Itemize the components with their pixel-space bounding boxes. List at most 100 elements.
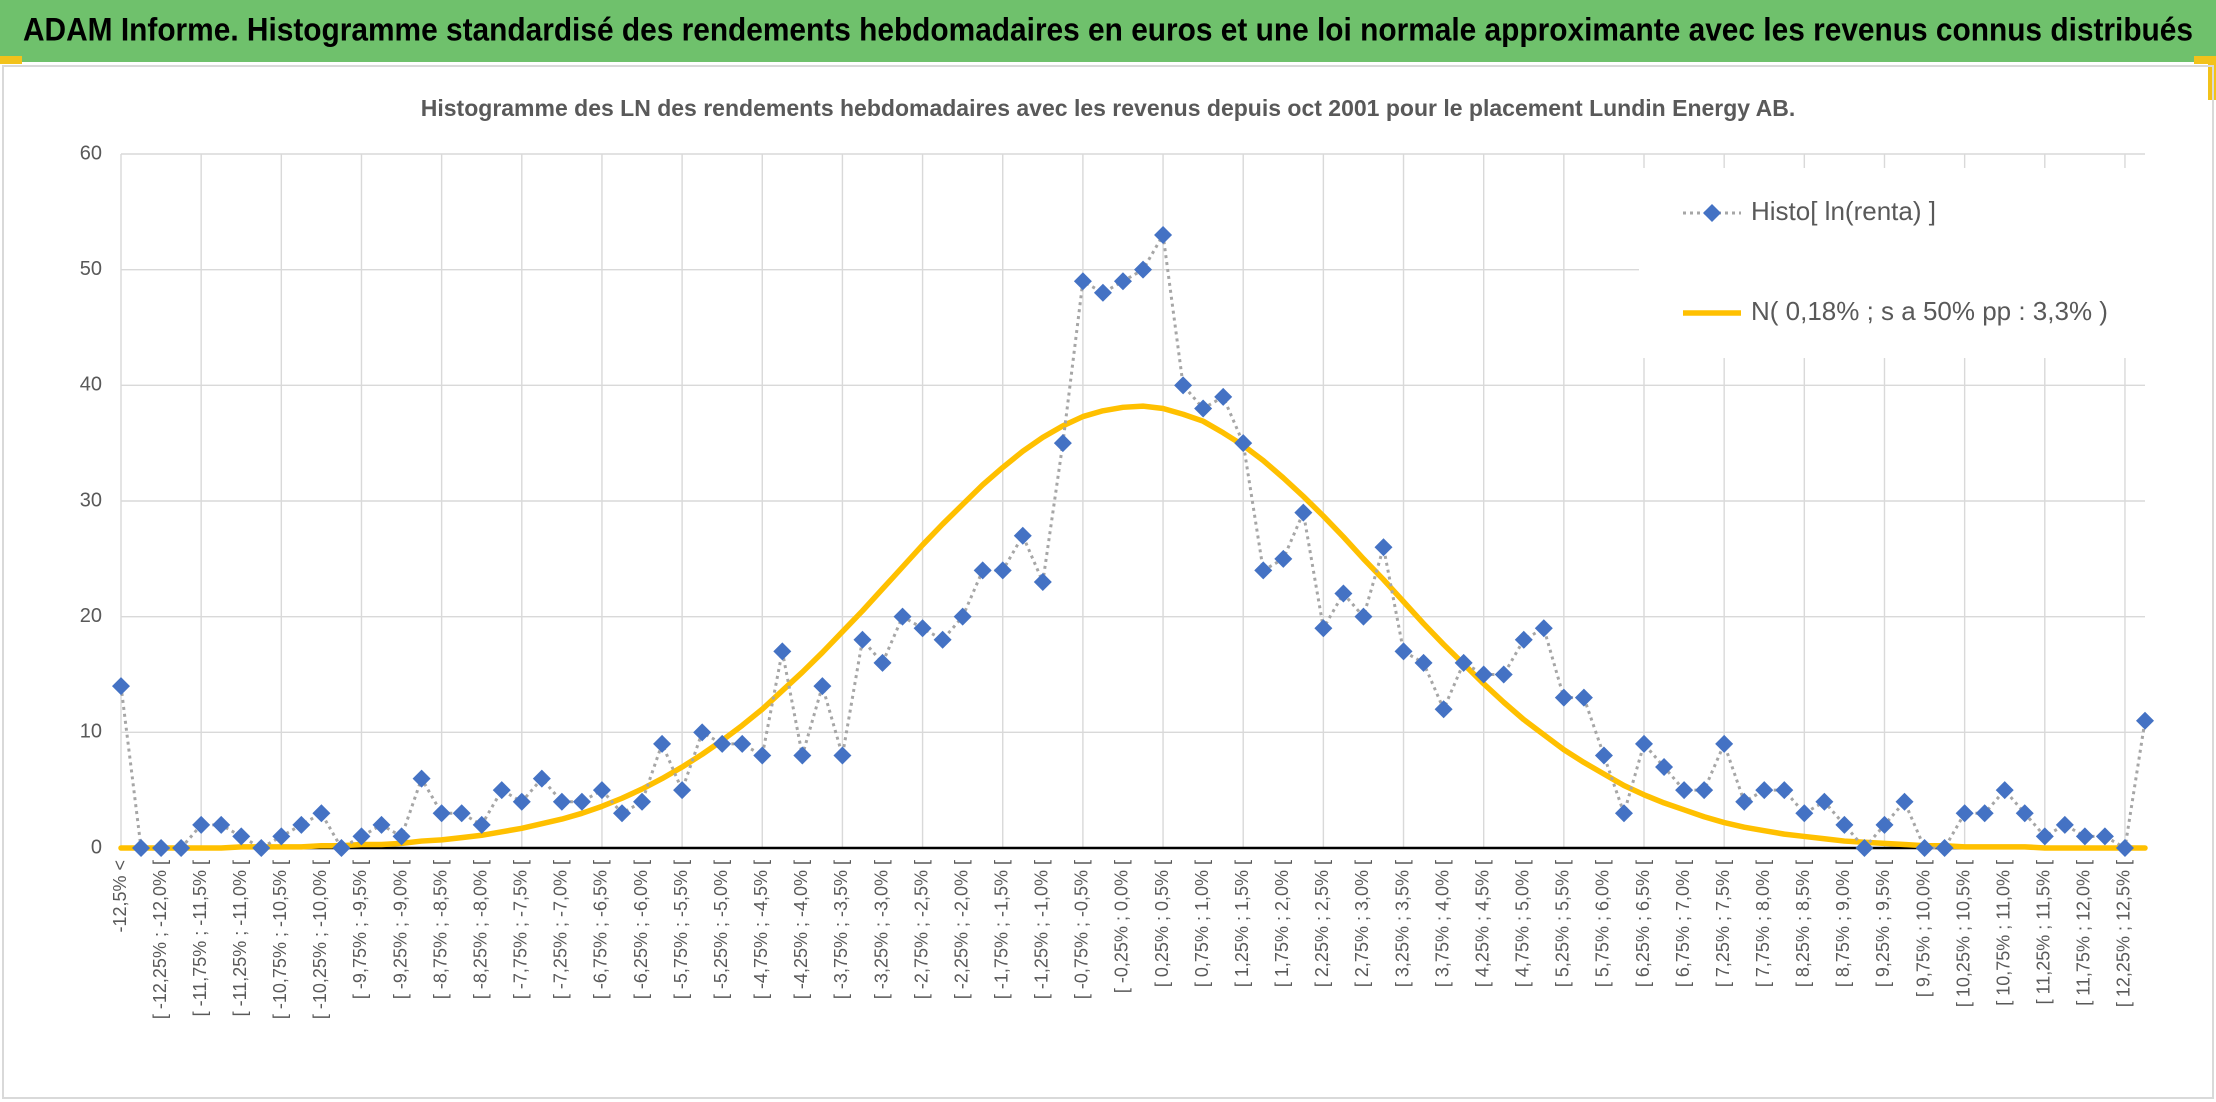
x-tick-label: [ -7,25% ; -7,0% [ [551, 860, 571, 999]
data-point [1053, 434, 1072, 453]
x-tick-label: [ 7,75% ; 8,0% [ [1753, 860, 1773, 987]
data-point [1635, 734, 1654, 753]
x-tick-label: [ -2,75% ; -2,5% [ [911, 860, 931, 999]
data-point [372, 815, 391, 834]
x-tick-label: [ 5,25% ; 5,5% [ [1553, 860, 1573, 987]
data-point [1975, 804, 1994, 823]
data-point [1935, 839, 1954, 857]
data-point [733, 734, 752, 753]
data-point [1234, 434, 1253, 453]
x-tick-label: [ 10,25% ; 10,5% [ [1953, 860, 1973, 1007]
x-tick-label: [ -10,25% ; -10,0% [ [310, 860, 330, 1019]
x-tick-label: [ -0,25% ; 0,0% [ [1112, 860, 1132, 993]
x-tick-label: [ -9,25% ; -9,0% [ [390, 860, 410, 999]
x-tick-label: [ -0,75% ; -0,5% [ [1072, 860, 1092, 999]
x-tick-label: [ 4,25% ; 4,5% [ [1472, 860, 1492, 987]
data-point [1895, 792, 1914, 811]
data-point [1454, 653, 1473, 672]
corner-accent [2194, 56, 2216, 64]
data-point [1675, 781, 1694, 800]
data-point [172, 839, 191, 857]
x-tick-label: [ 3,75% ; 4,0% [ [1432, 860, 1452, 987]
x-tick-label: [ 0,25% ; 0,5% [ [1152, 860, 1172, 987]
data-point [432, 804, 451, 823]
data-point [252, 839, 271, 857]
x-tick-label: [ 12,25% ; 12,5% [ [2114, 860, 2134, 1007]
data-point [1835, 815, 1854, 834]
data-point [1715, 734, 1734, 753]
data-point [953, 607, 972, 626]
x-tick-label: [ 11,25% ; 11,5% [ [2034, 860, 2054, 1004]
x-tick-label: [ -6,25% ; -6,0% [ [631, 860, 651, 999]
data-point [813, 677, 832, 696]
data-point [1194, 399, 1213, 418]
data-point [2015, 804, 2034, 823]
data-point [1154, 225, 1173, 244]
legend-marker [1703, 204, 1721, 222]
data-point [1474, 665, 1493, 684]
data-point [1093, 283, 1112, 302]
data-point [272, 827, 291, 846]
data-point [1514, 630, 1533, 649]
data-point [312, 804, 331, 823]
x-tick-label: [ 10,75% ; 11,0% [ [1993, 860, 2013, 1006]
x-tick-label: [ -1,25% ; -1,0% [ [1032, 860, 1052, 999]
data-point [673, 781, 692, 800]
data-point [993, 561, 1012, 580]
data-point [1254, 561, 1273, 580]
data-point [1554, 688, 1573, 707]
x-tick-label: [ 5,75% ; 6,0% [ [1593, 860, 1613, 987]
data-point [1134, 260, 1153, 279]
data-point [2095, 827, 2114, 846]
legend-label: N( 0,18% ; s a 50% pp : 3,3% ) [1751, 296, 2108, 326]
x-tick-label: [ 4,75% ; 5,0% [ [1513, 860, 1533, 987]
legend-label: Histo[ ln(renta) ] [1751, 196, 1936, 226]
data-point [773, 642, 792, 661]
data-point [292, 815, 311, 834]
x-tick-label: [ 6,75% ; 7,0% [ [1673, 860, 1693, 987]
data-point [492, 781, 511, 800]
data-point [753, 746, 772, 765]
x-tick-label: [ -9,75% ; -9,5% [ [350, 860, 370, 999]
y-tick-label: 60 [80, 142, 102, 164]
x-tick-label: [ 0,75% ; 1,0% [ [1192, 860, 1212, 987]
corner-accent [0, 56, 22, 64]
data-point [1995, 781, 2014, 800]
x-tick-label: [ -10,75% ; -10,5% [ [270, 860, 290, 1019]
header-bar [0, 0, 2216, 62]
data-point [1314, 619, 1333, 638]
data-point [713, 734, 732, 753]
x-tick-label: [ 1,75% ; 2,0% [ [1272, 860, 1292, 987]
data-point [1494, 665, 1513, 684]
data-point [452, 804, 471, 823]
series-line [118, 403, 2148, 851]
chart-title: Histogramme des LN des rendements hebdom… [421, 95, 1795, 121]
y-tick-label: 10 [80, 721, 102, 743]
x-tick-label: [ 2,25% ; 2,5% [ [1312, 860, 1332, 987]
x-tick-label: [ 8,75% ; 9,0% [ [1833, 860, 1853, 987]
data-point [392, 827, 411, 846]
x-tick-label: [ -7,75% ; -7,5% [ [511, 860, 531, 999]
y-tick-label: 50 [80, 258, 102, 280]
data-point [973, 561, 992, 580]
data-point [552, 792, 571, 811]
x-tick-label: [ 9,75% ; 10,0% [ [1913, 860, 1933, 997]
x-tick-label: [ -2,25% ; -2,0% [ [951, 860, 971, 999]
x-tick-label: [ -8,25% ; -8,0% [ [470, 860, 490, 999]
data-point [2055, 815, 2074, 834]
plot-area: 0 10 20 30 40 50 60 -12,5% < [ -12,25% ; -12,0% … [80, 142, 2154, 1019]
data-point [2115, 839, 2134, 857]
y-tick-label: 0 [91, 836, 102, 858]
data-point [933, 630, 952, 649]
x-tick-label: [ -12,25% ; -12,0% [ [150, 860, 170, 1019]
data-point [512, 792, 531, 811]
data-point [412, 769, 431, 788]
data-point [1875, 815, 1894, 834]
x-tick-label: [ 6,25% ; 6,5% [ [1633, 860, 1653, 987]
data-point [1815, 792, 1834, 811]
data-point [1073, 272, 1092, 291]
data-point [132, 839, 151, 857]
y-tick-label: 40 [80, 374, 102, 396]
x-tick-label: [ -3,25% ; -3,0% [ [871, 860, 891, 999]
